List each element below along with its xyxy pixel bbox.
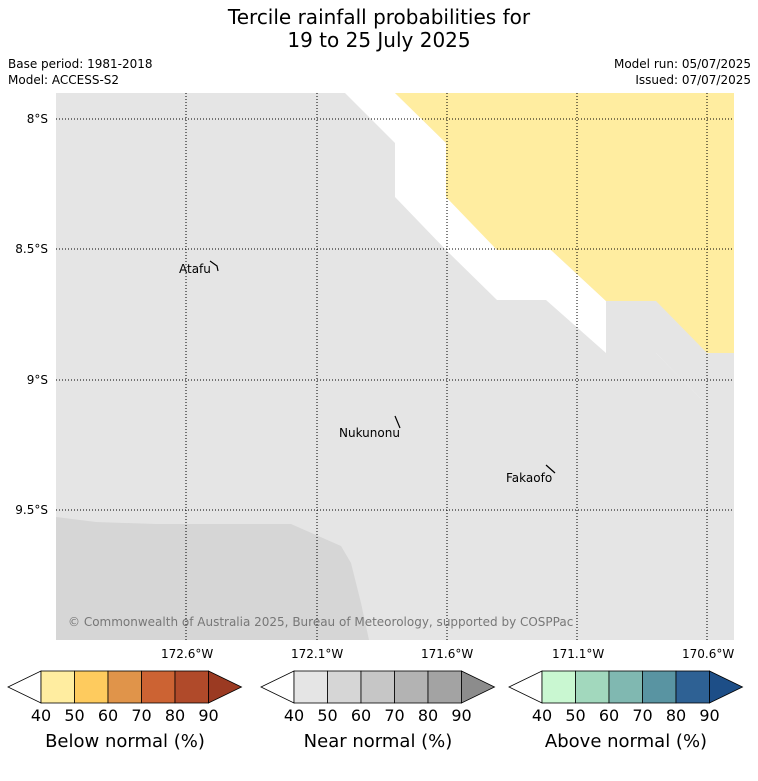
colorbar-above-tick-90: 90	[699, 706, 720, 725]
colorbar-below-normal	[7, 670, 243, 704]
colorbar-above-tick-80: 80	[665, 706, 687, 725]
lon-label-172-6w: 172.6°W	[161, 647, 214, 661]
colorbar-below-segment-3	[141, 670, 176, 704]
colorbar-near-segment-0	[293, 670, 328, 704]
below-normal-40-region	[395, 93, 734, 353]
map-title-line1: Tercile rainfall probabilities for	[227, 5, 531, 29]
colorbar-above-segment-3	[642, 670, 677, 704]
near-normal-region	[56, 93, 734, 640]
colorbar-near-low-extend	[260, 670, 295, 704]
colorbar-below-tick-80: 80	[164, 706, 186, 725]
map-panel: Atafu Nukunonu Fakaofo © Commonwealth of…	[56, 93, 734, 640]
colorbar-below-tick-50: 50	[64, 706, 85, 725]
gridlines	[56, 93, 734, 640]
colorbar-above-segment-5	[709, 670, 744, 704]
colorbar-below-segment-1	[74, 670, 109, 704]
colorbar-near-tick-80: 80	[417, 706, 439, 725]
colorbar-below-tick-60: 60	[97, 706, 119, 725]
lat-label-9s: 9°S	[26, 373, 48, 387]
colorbar-above-tick-40: 40	[531, 706, 553, 725]
colorbar-near-tick-40: 40	[283, 706, 305, 725]
colorbar-near-tick-60: 60	[350, 706, 372, 725]
colorbar-below-segment-4	[174, 670, 209, 704]
colorbar-below-tick-70: 70	[131, 706, 152, 725]
colorbar-above-tick-70: 70	[632, 706, 653, 725]
fakaofo-island	[545, 464, 556, 474]
nukunonu-island	[394, 415, 401, 429]
colorbar-below-low-extend	[7, 670, 42, 704]
base-period: Base period: 1981-2018	[8, 57, 153, 71]
colorbar-above-tick-50: 50	[565, 706, 586, 725]
lon-label-172-1w: 172.1°W	[291, 647, 344, 661]
lon-label-170-6w: 170.6°W	[682, 647, 735, 661]
lat-label-8s: 8°S	[26, 112, 48, 126]
colorbar-above-normal	[508, 670, 744, 704]
colorbar-near-tick-70: 70	[384, 706, 405, 725]
colorbar-above-low-extend	[508, 670, 543, 704]
colorbar-below-tick-90: 90	[198, 706, 219, 725]
copyright-notice: © Commonwealth of Australia 2025, Bureau…	[68, 615, 573, 629]
model-name: Model: ACCESS-S2	[8, 73, 120, 87]
lon-label-171-6w: 171.6°W	[421, 647, 474, 661]
colorbar-title-below: Below normal (%)	[45, 731, 205, 752]
map-title-line2: 19 to 25 July 2025	[287, 28, 471, 52]
colorbar-below-tick-40: 40	[30, 706, 52, 725]
colorbar-title-near: Near normal (%)	[303, 731, 453, 752]
atafu-island	[209, 260, 219, 272]
colorbar-near-normal	[260, 670, 496, 704]
model-run: Model run: 05/07/2025	[613, 57, 751, 71]
colorbar-above-segment-2	[608, 670, 643, 704]
lon-label-171-1w: 171.1°W	[552, 647, 605, 661]
near-normal-50-region	[56, 517, 369, 640]
colorbar-near-segment-4	[427, 670, 462, 704]
issued-date: Issued: 07/07/2025	[635, 73, 751, 87]
colorbar-below-segment-5	[208, 670, 243, 704]
colorbar-above-segment-1	[575, 670, 610, 704]
place-fakaofo: Fakaofo	[506, 471, 552, 485]
colorbar-near-segment-3	[394, 670, 429, 704]
place-atafu: Atafu	[179, 262, 211, 276]
map-svg: Atafu Nukunonu Fakaofo © Commonwealth of…	[56, 93, 734, 640]
colorbar-below-segment-0	[40, 670, 75, 704]
colorbar-above-segment-4	[675, 670, 710, 704]
colorbar-title-above: Above normal (%)	[544, 731, 708, 752]
lat-label-8-5s: 8.5°S	[15, 242, 48, 256]
colorbar-above-tick-60: 60	[598, 706, 620, 725]
colorbar-near-tick-50: 50	[317, 706, 338, 725]
colorbar-below-segment-2	[107, 670, 142, 704]
colorbar-near-segment-1	[327, 670, 362, 704]
colorbar-near-segment-5	[461, 670, 496, 704]
colorbar-above-segment-0	[541, 670, 576, 704]
colorbar-near-segment-2	[360, 670, 395, 704]
colorbar-near-tick-90: 90	[451, 706, 472, 725]
colorbars-svg	[7, 670, 744, 704]
place-nukunonu: Nukunonu	[339, 426, 400, 440]
lat-label-9-5s: 9.5°S	[15, 503, 48, 517]
